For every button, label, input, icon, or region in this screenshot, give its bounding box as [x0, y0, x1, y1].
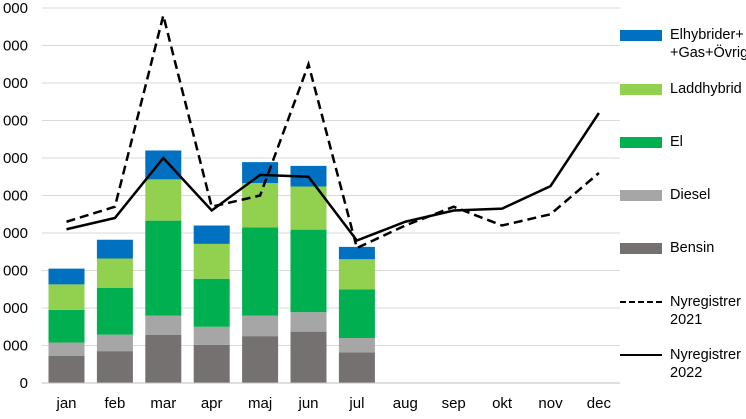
line-2022: [66, 112, 600, 243]
x-tick-label: apr: [201, 395, 223, 412]
bar-segment-diesel: [290, 312, 327, 332]
y-tick-label: 000: [3, 38, 28, 55]
bar-segment-diesel: [96, 334, 133, 352]
bar-segment-bensin: [290, 331, 327, 383]
y-tick-label: 0: [20, 375, 28, 392]
x-tick-label: nov: [538, 395, 563, 412]
y-tick-label: 000: [3, 150, 28, 167]
legend-label: Laddhybrid: [670, 81, 742, 97]
y-tick-label: 000: [3, 113, 28, 130]
y-tick-label: 000: [3, 225, 28, 242]
bar-segment-laddhybrid: [193, 243, 230, 279]
gridlines: [42, 7, 620, 346]
bar-segment-el: [290, 229, 327, 313]
bar-segment-bensin: [193, 344, 230, 383]
bar-segment-laddhybrid: [145, 179, 182, 221]
bar-segment-bensin: [48, 356, 85, 383]
x-tick-label: jun: [297, 395, 318, 412]
bar-segment-el: [338, 289, 375, 338]
bar-series: [48, 150, 375, 383]
y-tick-label: 000: [3, 263, 28, 280]
y-tick-label: 000: [3, 300, 28, 317]
bar-segment-bensin: [145, 335, 182, 383]
legend-line: [620, 354, 662, 356]
bar-segment-el: [48, 309, 85, 343]
bar-segment-elhybrider-: [96, 239, 133, 259]
x-tick-label: sep: [442, 395, 466, 412]
bar-segment-elhybrider-: [338, 246, 375, 260]
legend-label: Diesel: [670, 187, 711, 203]
bar-segment-bensin: [338, 352, 375, 383]
x-axis-ticks: jan feb mar apr maj jun jul aug sep okt nov dec: [55, 395, 611, 412]
y-tick-label: 000: [3, 75, 28, 92]
x-tick-label: jul: [348, 395, 364, 412]
bar-segment-el: [96, 287, 133, 335]
bar-segment-laddhybrid: [96, 258, 133, 288]
x-tick-label: okt: [492, 395, 513, 412]
bar-segment-laddhybrid: [48, 284, 85, 310]
bar-segment-diesel: [48, 342, 85, 356]
legend-label: El: [670, 134, 683, 150]
bar-segment-diesel: [145, 315, 182, 335]
bar-segment-laddhybrid: [242, 183, 279, 228]
legend-label: Elhybrider+ +Gas+Övrig: [670, 27, 746, 61]
bar-segment-diesel: [242, 315, 279, 337]
legend-label: Nyregistrer 2022: [670, 347, 741, 381]
x-tick-label: aug: [393, 395, 418, 412]
y-tick-label: 000: [3, 338, 28, 355]
bar-segment-diesel: [338, 338, 375, 353]
legend-label: Nyregistrer 2021: [670, 294, 741, 328]
x-tick-label: maj: [248, 395, 272, 412]
legend-label: Bensin: [670, 240, 715, 256]
legend-swatch: [620, 137, 662, 148]
bar-segment-laddhybrid: [338, 259, 375, 290]
bar-segment-bensin: [242, 336, 279, 383]
bar-segment-elhybrider-: [242, 162, 279, 184]
x-tick-label: dec: [587, 395, 612, 412]
line-2021: [66, 15, 600, 250]
x-tick-label: jan: [55, 395, 76, 412]
x-tick-label: feb: [104, 395, 125, 412]
bar-segment-elhybrider-: [193, 225, 230, 244]
bar-segment-diesel: [193, 326, 230, 345]
bar-segment-bensin: [96, 351, 133, 383]
y-tick-label: 000: [3, 0, 28, 17]
legend-swatch: [620, 84, 662, 95]
legend-line: [620, 301, 662, 303]
x-tick-label: mar: [150, 395, 176, 412]
y-tick-label: 000: [3, 188, 28, 205]
line-series: [66, 15, 600, 250]
bar-segment-el: [145, 220, 182, 316]
legend-swatch: [620, 243, 662, 254]
legend-swatch: [620, 30, 662, 41]
bar-segment-el: [242, 227, 279, 316]
legend-swatch: [620, 190, 662, 201]
bar-segment-el: [193, 278, 230, 327]
legend: Elhybrider+ +Gas+Övrig Laddhybrid El Diesel…: [620, 0, 746, 419]
bar-segment-elhybrider-: [48, 268, 85, 285]
